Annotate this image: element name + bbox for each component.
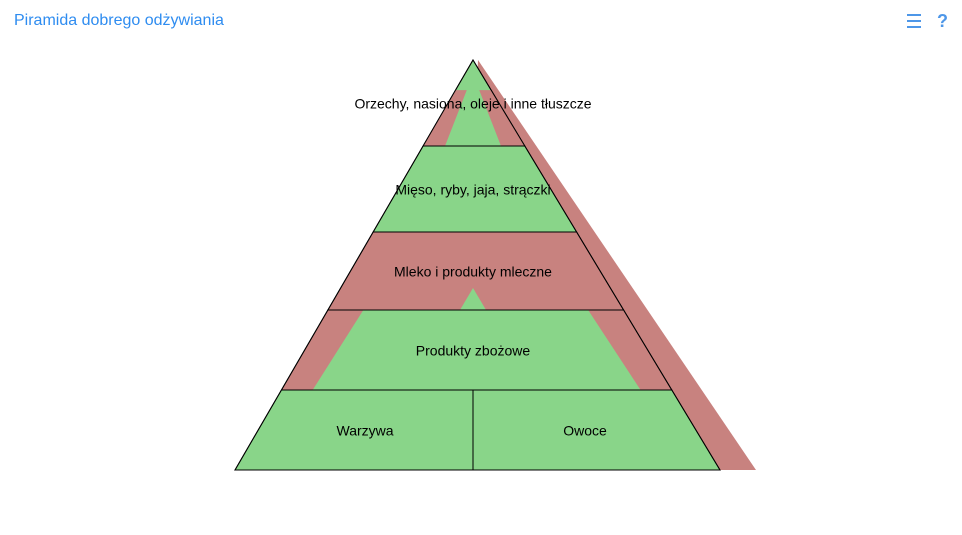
- pyramid-tier-label-1: Orzechy, nasiona, oleje i inne tłuszcze: [354, 96, 591, 112]
- pyramid-svg: Orzechy, nasiona, oleje i inne tłuszcze M…: [0, 40, 962, 535]
- pyramid-chart: Orzechy, nasiona, oleje i inne tłuszcze M…: [0, 40, 962, 535]
- header: Piramida dobrego odżywiania ?: [0, 0, 962, 36]
- pyramid-tier-label-left: Warzywa: [337, 423, 394, 439]
- pyramid-tier-5: [235, 390, 720, 470]
- pyramid-tier-label-right: Owoce: [563, 423, 607, 439]
- pyramid-tier-label-2: Mięso, ryby, jaja, strączki: [395, 182, 550, 198]
- page-title: Piramida dobrego odżywiania: [14, 12, 224, 30]
- pyramid-tier-label-4: Produkty zbożowe: [416, 343, 531, 359]
- toolbar-icons: ?: [907, 14, 948, 28]
- menu-icon[interactable]: [907, 14, 923, 28]
- pyramid-tier-label-3: Mleko i produkty mleczne: [394, 264, 552, 280]
- help-icon[interactable]: ?: [937, 14, 948, 28]
